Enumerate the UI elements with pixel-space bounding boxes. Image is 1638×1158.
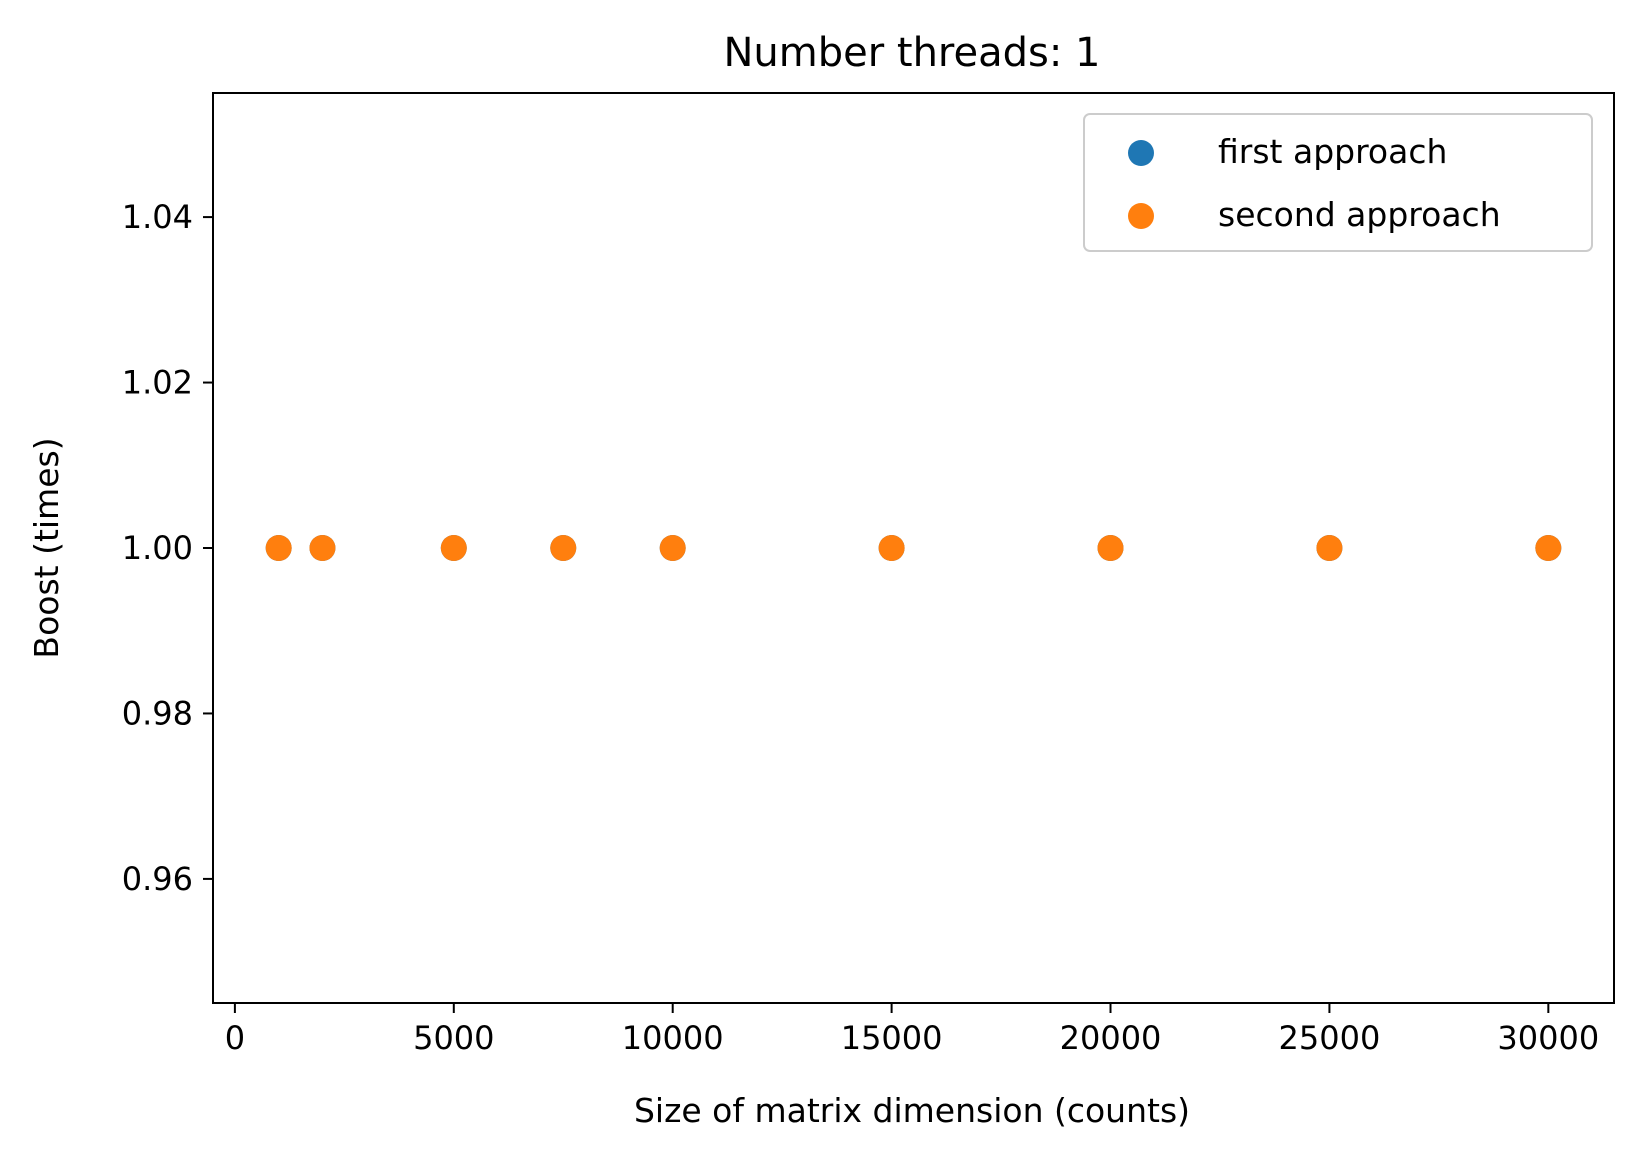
x-tick-label-0: 0 [225,1019,245,1057]
point-second-approach-7500 [550,535,577,561]
legend-marker-first-approach [1128,140,1154,166]
point-second-approach-2000 [309,535,336,561]
y-tick-label-0.96: 0.96 [122,860,193,898]
point-second-approach-10000 [659,535,686,561]
legend-box [1083,113,1593,252]
point-second-approach-20000 [1097,535,1124,561]
y-tick-label-1.00: 1.00 [122,529,193,567]
y-tick-label-0.98: 0.98 [122,694,193,732]
y-axis: 0.96 0.98 1.00 1.02 1.04 [122,198,213,898]
x-tick-label-10000: 10000 [622,1019,724,1057]
y-tick-label-1.02: 1.02 [122,364,193,402]
points-layer [265,535,1562,561]
x-axis-label: Size of matrix dimension (counts) [634,1091,1190,1130]
plot-area [212,92,1615,1004]
point-second-approach-1000 [265,535,292,561]
x-tick-label-15000: 15000 [841,1019,943,1057]
point-second-approach-25000 [1316,535,1343,561]
x-tick-label-20000: 20000 [1060,1019,1162,1057]
y-tick-label-1.04: 1.04 [122,198,193,236]
legend: first approach second approach [1083,113,1593,252]
x-axis: 0 5000 10000 15000 20000 25000 30000 [225,1003,1599,1057]
point-second-approach-5000 [440,535,467,561]
x-tick-label-25000: 25000 [1279,1019,1381,1057]
legend-marker-second-approach [1128,203,1154,229]
point-second-approach-15000 [878,535,905,561]
x-tick-label-5000: 5000 [413,1019,494,1057]
legend-label-second-approach: second approach [1218,195,1501,234]
y-axis-label: Boost (times) [27,437,66,658]
chart-title: Number threads: 1 [724,30,1101,76]
x-tick-label-30000: 30000 [1497,1019,1599,1057]
point-second-approach-30000 [1535,535,1562,561]
legend-label-first-approach: first approach [1218,132,1447,171]
